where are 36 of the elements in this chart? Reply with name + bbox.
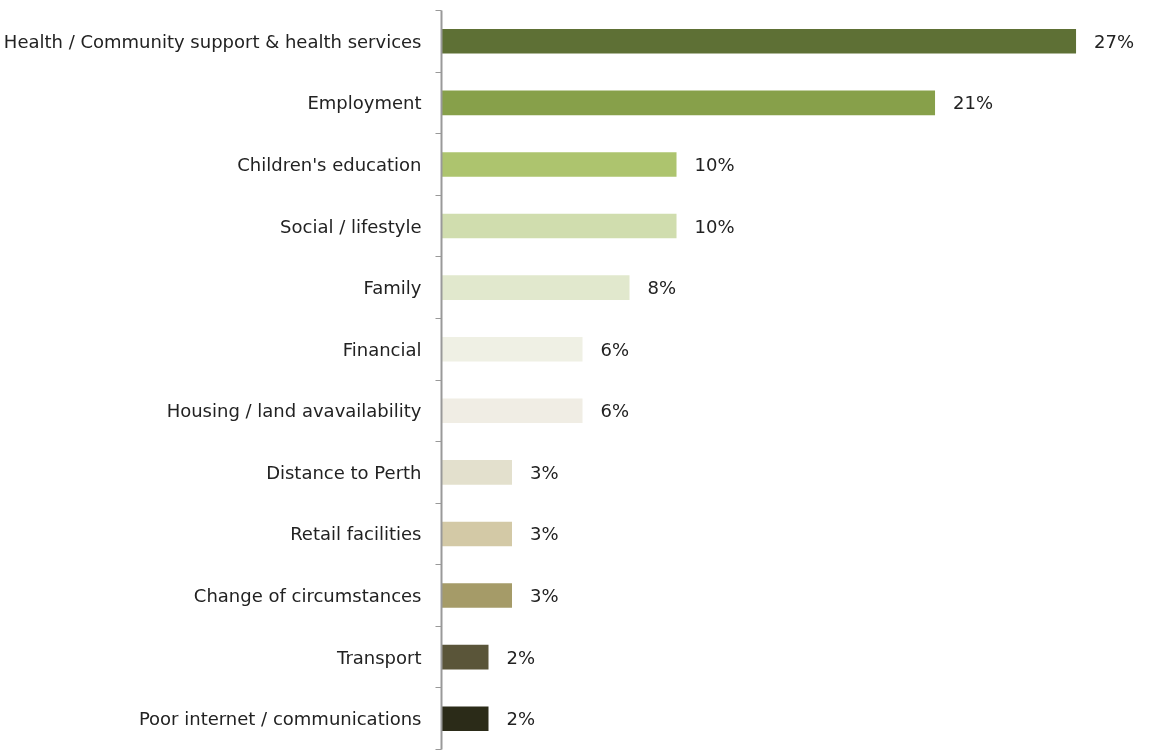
data-label: 6% xyxy=(600,400,630,422)
y-tick-label: Transport xyxy=(336,646,422,668)
y-tick-label: Social / lifestyle xyxy=(280,215,422,237)
y-tick-label: Health / Community support & health services xyxy=(3,30,422,52)
data-label: 10% xyxy=(694,153,735,175)
y-tick-label: Housing / land avavailability xyxy=(166,400,422,422)
y-tick-label: Distance to Perth xyxy=(266,461,422,483)
bar xyxy=(441,583,513,608)
data-label: 3% xyxy=(530,585,559,607)
bar xyxy=(441,706,489,732)
bar xyxy=(441,28,1077,54)
data-label: 10% xyxy=(694,215,735,237)
bar xyxy=(441,213,677,239)
data-label: 21% xyxy=(953,92,994,114)
data-label: 27% xyxy=(1094,30,1135,52)
bar xyxy=(441,644,489,670)
y-tick-label: Retail facilities xyxy=(290,523,422,545)
y-tick-label: Poor internet / communications xyxy=(138,708,422,730)
data-label: 2% xyxy=(506,708,536,730)
bar xyxy=(441,336,583,362)
bar xyxy=(441,460,513,485)
bar xyxy=(441,90,936,116)
data-label: 3% xyxy=(530,523,559,545)
y-tick-label: Employment xyxy=(307,92,422,114)
data-label: 2% xyxy=(506,646,536,668)
y-tick-label: Change of circumstances xyxy=(193,585,422,607)
y-tick-label: Family xyxy=(363,277,422,299)
data-label: 6% xyxy=(600,338,630,360)
bar xyxy=(441,521,513,547)
y-tick-label: Financial xyxy=(342,338,422,360)
y-tick-label: Children's education xyxy=(237,153,422,175)
data-label: 3% xyxy=(530,461,559,483)
data-label: 8% xyxy=(647,277,677,299)
bar xyxy=(441,398,583,424)
bar xyxy=(441,275,630,300)
bar xyxy=(441,152,677,177)
